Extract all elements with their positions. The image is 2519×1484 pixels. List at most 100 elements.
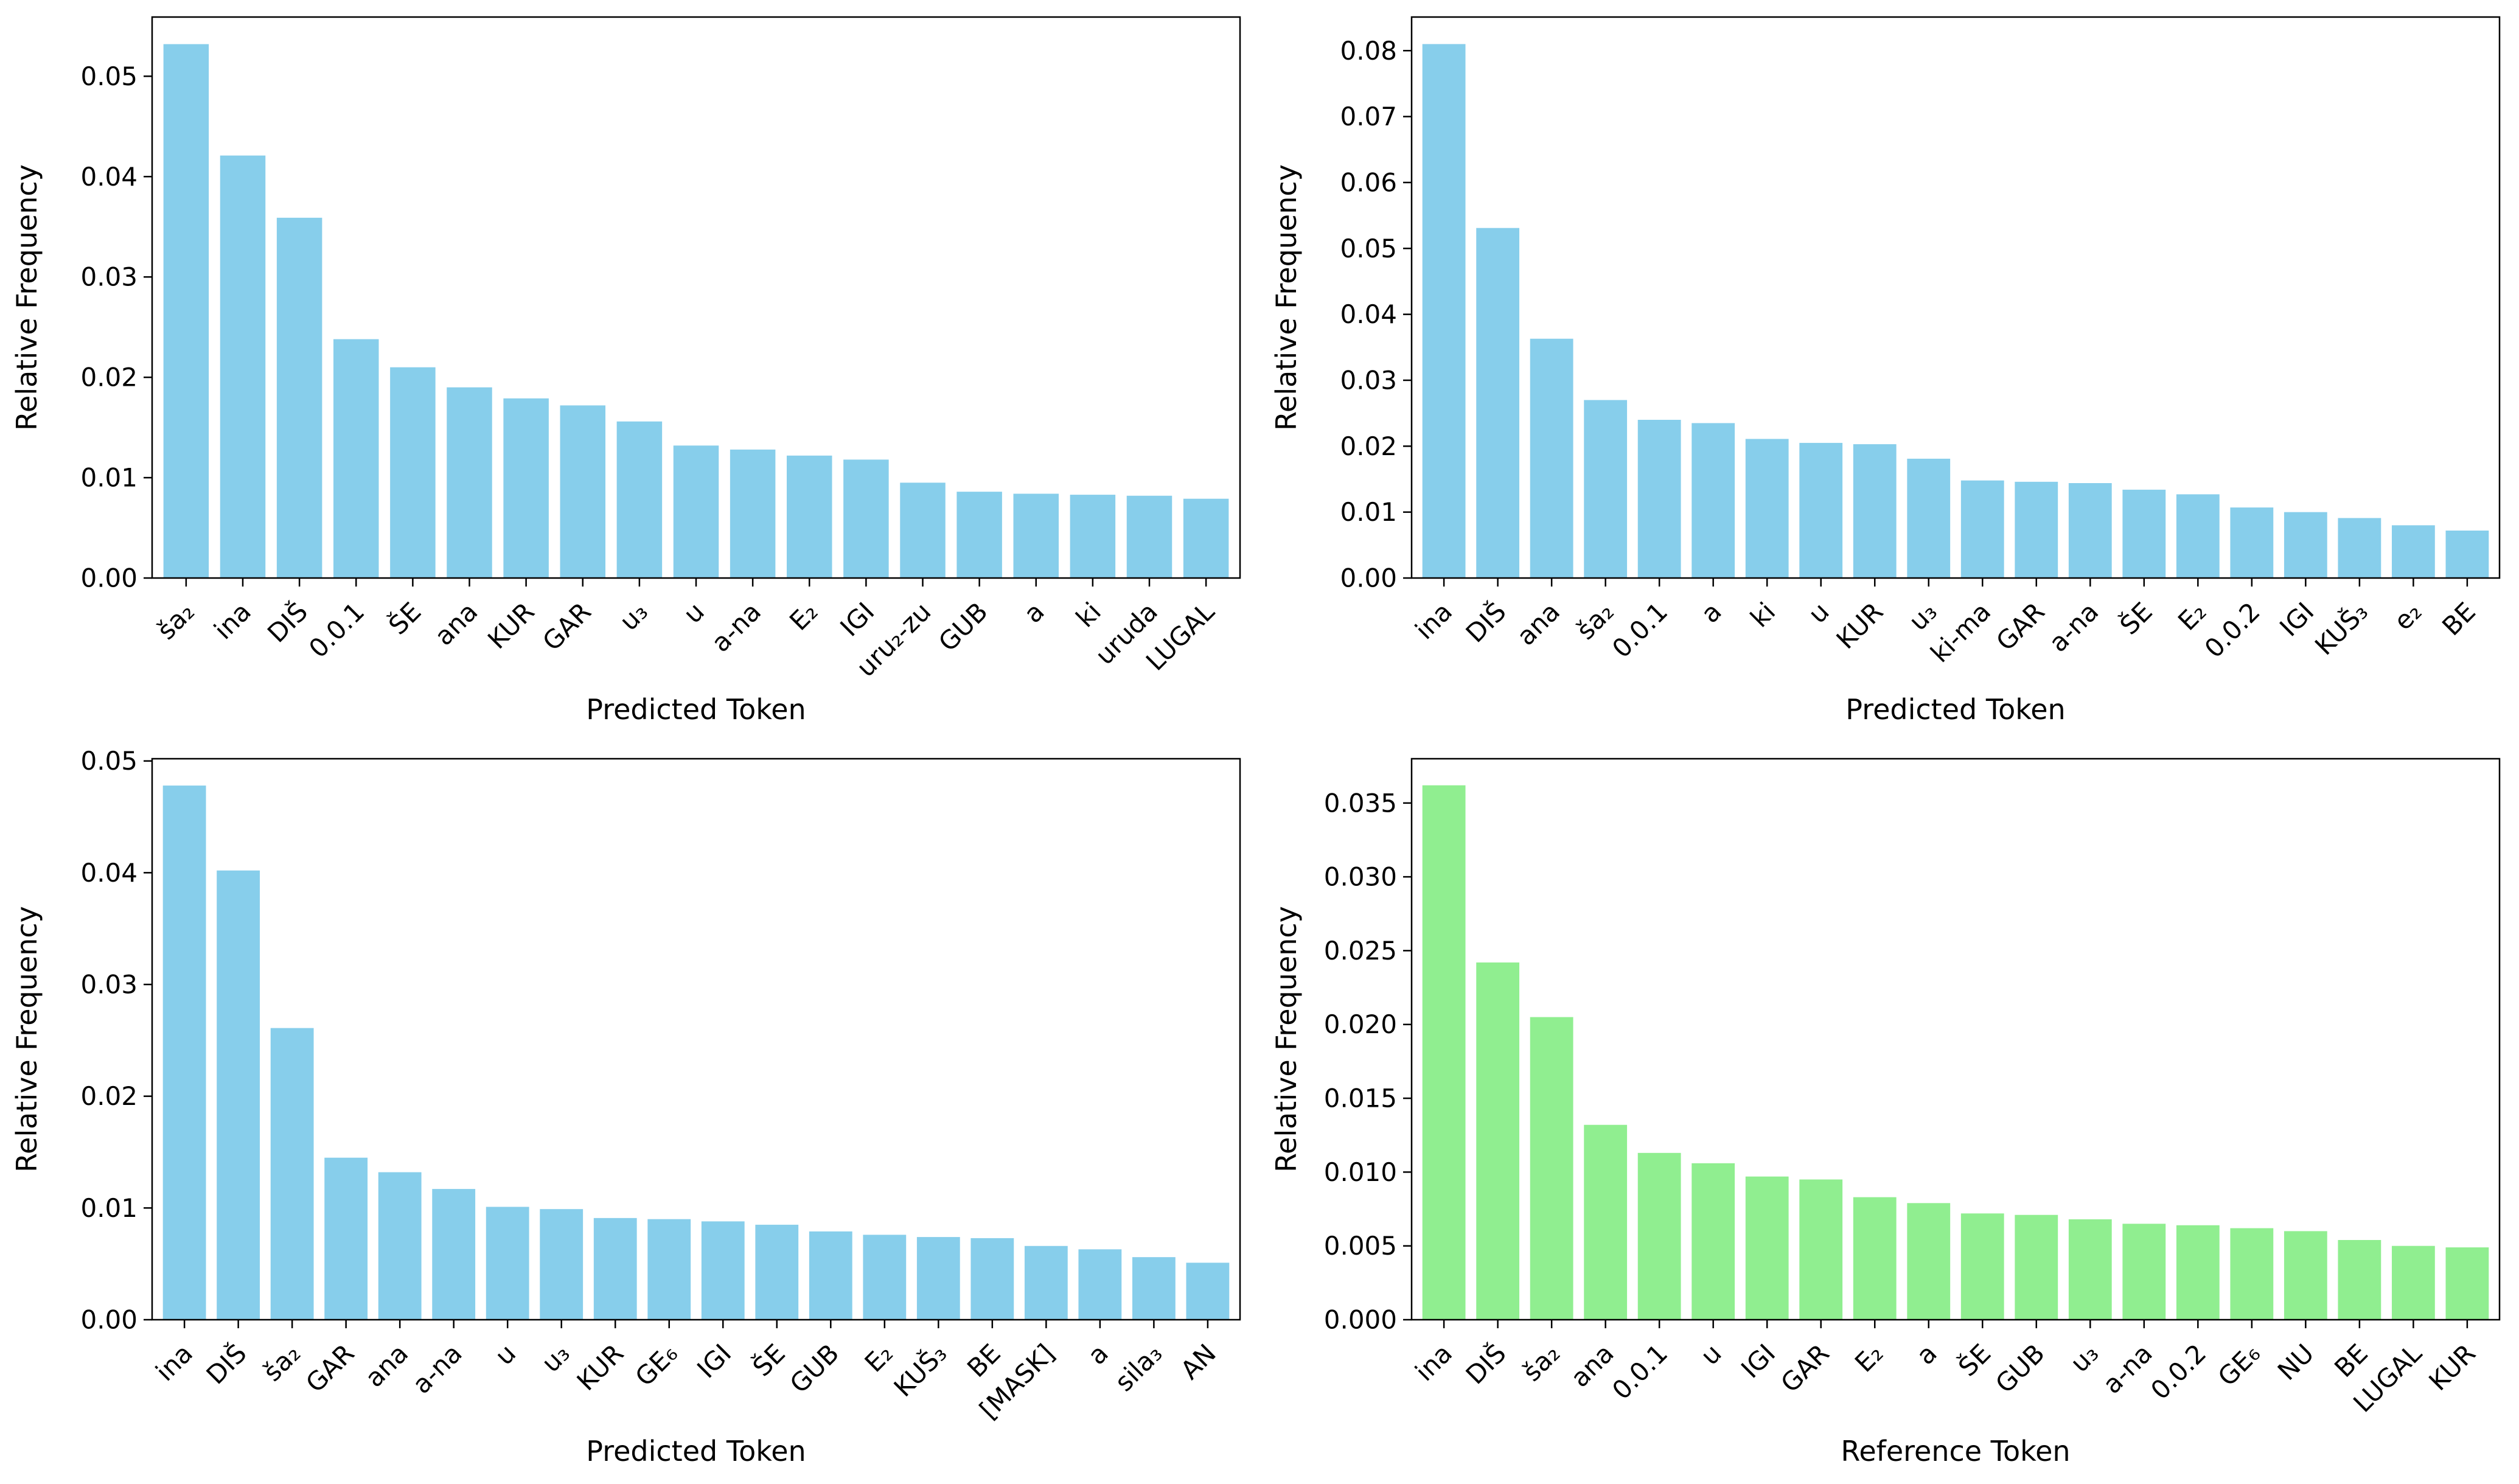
bar [1476, 228, 1520, 578]
bar [2176, 494, 2220, 578]
y-tick-label: 0.04 [80, 162, 138, 192]
y-tick-label: 0.06 [1340, 167, 1397, 197]
bar [2284, 1231, 2327, 1320]
x-tick-label: KUR [2423, 1338, 2481, 1396]
x-tick-label: E₂ [784, 596, 823, 636]
x-tick-label: GUB [784, 1338, 845, 1399]
y-tick-label: 0.005 [1324, 1231, 1397, 1261]
bar [1692, 423, 1735, 578]
bar [2068, 482, 2112, 578]
y-axis-label: Relative Frequency [10, 164, 43, 431]
y-tick-label: 0.02 [80, 1081, 138, 1111]
bar [1070, 495, 1116, 578]
y-tick-label: 0.020 [1324, 1009, 1397, 1039]
bar [1422, 44, 1466, 579]
bar [1078, 1249, 1122, 1320]
bar [1637, 1152, 1681, 1320]
bar [843, 459, 889, 578]
y-tick-label: 0.05 [80, 746, 138, 776]
y-tick-label: 0.015 [1324, 1084, 1397, 1113]
bar [2391, 525, 2435, 578]
bar [701, 1221, 745, 1320]
bar [1422, 785, 1466, 1320]
bar [2284, 512, 2327, 578]
x-tick-label: GUB [933, 596, 994, 657]
y-tick-label: 0.010 [1324, 1157, 1397, 1187]
bar [787, 455, 832, 578]
bar [673, 445, 719, 578]
x-tick-label: E₂ [859, 1338, 899, 1378]
x-tick-label: u₃ [2064, 1338, 2104, 1378]
bar [2176, 1225, 2220, 1320]
bar-chart: 0.000 0.005 0.010 0.015 0.020 0.025 0.030 0.035… [1270, 758, 2501, 1468]
plot-frame [1410, 758, 2501, 1321]
plot-frame [151, 758, 1241, 1321]
bar [324, 1157, 368, 1320]
bar [863, 1235, 907, 1320]
x-tick-label: 0.0.2 [2145, 1338, 2212, 1405]
bar [1584, 1124, 1628, 1320]
bar [2015, 481, 2058, 578]
x-tick-label: ki [1744, 596, 1781, 633]
y-tick-label: 0.04 [80, 858, 138, 888]
y-axis-label: Relative Frequency [1270, 906, 1303, 1172]
chart-panel-top-right: 0.00 0.01 0.02 0.03 0.04 0.05 0.06 0.07 0.08 ina D… [1260, 0, 2519, 742]
bar [1745, 1176, 1789, 1320]
bar [2230, 507, 2274, 578]
x-tick-label: IGI [834, 596, 880, 642]
y-tick-label: 0.03 [1340, 365, 1397, 395]
y-tick-label: 0.030 [1324, 862, 1397, 892]
bar [956, 492, 1002, 578]
x-tick-label: BE [2436, 596, 2481, 641]
x-tick-label: u [1802, 596, 1834, 629]
x-tick-label: GAR [300, 1338, 360, 1398]
chart-panel-bottom-right: 0.000 0.005 0.010 0.015 0.020 0.025 0.030 0.035… [1260, 742, 2519, 1484]
bar [1960, 480, 2004, 578]
y-tick-label: 0.00 [80, 563, 138, 593]
bar [1745, 439, 1789, 578]
bar [647, 1219, 691, 1320]
x-tick-label: BE [2329, 1338, 2374, 1383]
chart-panel-top-left: 0.00 0.01 0.02 0.03 0.04 0.05 ša₂ ina DIŠ 0.0.1 ŠE… [0, 0, 1260, 742]
x-tick-label: DIŠ [1460, 596, 1512, 649]
bar [1530, 1017, 1573, 1320]
bar [1799, 1179, 1843, 1320]
bar [2230, 1228, 2274, 1320]
x-tick-label: GE₆ [2212, 1338, 2266, 1392]
x-axis-label: Predicted Token [586, 693, 806, 726]
x-tick-label: ana [1511, 596, 1566, 651]
x-axis-label: Predicted Token [586, 1435, 806, 1468]
bar [1132, 1257, 1176, 1320]
x-tick-label: 0.0.1 [1606, 1338, 1673, 1405]
x-tick-label: ki-ma [1925, 596, 1996, 668]
bar [378, 1172, 422, 1320]
x-tick-label: u₃ [614, 596, 653, 636]
y-tick-label: 0.07 [1340, 102, 1397, 131]
bar [809, 1231, 852, 1320]
bar [1024, 1245, 1068, 1320]
x-tick-label: ša₂ [257, 1338, 306, 1387]
bar [276, 217, 322, 578]
y-tick-label: 0.025 [1324, 936, 1397, 966]
bar [1960, 1213, 2004, 1320]
bar [486, 1207, 529, 1320]
bar [1584, 400, 1628, 578]
x-tick-label: a-na [2097, 1338, 2158, 1399]
bar [2391, 1245, 2435, 1320]
bar [2338, 1239, 2381, 1320]
y-tick-label: 0.01 [80, 1193, 138, 1223]
x-tick-label: E₂ [1849, 1338, 1889, 1378]
bar [916, 1237, 960, 1320]
x-tick-label: 0.0.2 [2199, 596, 2266, 663]
bar [616, 421, 663, 578]
chart-panel-bottom-left: 0.00 0.01 0.02 0.03 0.04 0.05 ina DIŠ ša₂ GAR ana a… [0, 742, 1260, 1484]
x-tick-label: ŠE [2114, 596, 2158, 641]
y-tick-label: 0.02 [80, 363, 138, 392]
x-tick-label: u [678, 596, 710, 629]
x-tick-label: ana [429, 596, 484, 651]
x-tick-label: e₂ [2388, 596, 2428, 636]
bar [1907, 1203, 1951, 1320]
bar-chart: 0.00 0.01 0.02 0.03 0.04 0.05 0.06 0.07 0.08 ina D… [1270, 16, 2501, 726]
y-axis-label: Relative Frequency [1270, 164, 1303, 431]
x-tick-label: E₂ [2172, 596, 2212, 636]
